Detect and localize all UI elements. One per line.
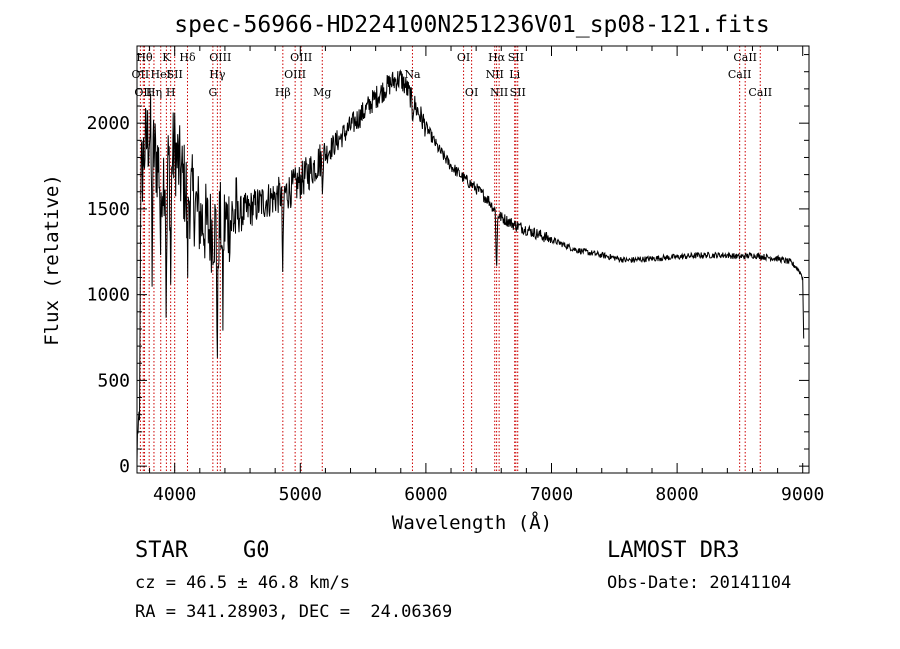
spectral-line-label: K: [162, 51, 171, 64]
spectral-line-label: OIII: [290, 51, 312, 64]
x-axis-label: Wavelength (Å): [392, 511, 552, 534]
chart-title: spec-56966-HD224100N251236V01_sp08-121.f…: [174, 12, 769, 38]
spectral-line-label: Na: [404, 68, 421, 81]
x-tick-label: 5000: [279, 484, 322, 505]
spectral-line-label: H: [166, 86, 176, 99]
y-tick-label: 500: [97, 370, 130, 391]
spectral-line-label: OI: [465, 86, 478, 99]
x-tick-label: 8000: [655, 484, 698, 505]
x-tick-label: 6000: [404, 484, 447, 505]
spectral-line-label: SII: [510, 86, 526, 99]
spectral-line-label: Hα: [488, 51, 506, 64]
object-class: STAR: [135, 538, 188, 563]
spectrum-line: [136, 69, 805, 463]
line-labels: OIIOIIHθHηHeIKHSIIHδGHγOIIIHβOIIIOIIIMgN…: [132, 51, 773, 99]
y-tick-label: 2000: [87, 113, 130, 134]
spectral-line-label: HeI: [151, 68, 171, 81]
coordinates: RA = 341.28903, DEC = 24.06369: [135, 602, 453, 622]
spectral-line-label: CaII: [728, 68, 752, 81]
spectral-line-label: Hδ: [179, 51, 196, 64]
y-tick-label: 1500: [87, 199, 130, 220]
y-axis-label: Flux (relative): [41, 174, 63, 346]
line-markers: [139, 46, 761, 473]
y-tick-label: 1000: [87, 285, 130, 306]
x-tick-label: 9000: [781, 484, 824, 505]
redshift-cz: cz = 46.5 ± 46.8 km/s: [135, 573, 350, 593]
spectral-line-label: SII: [167, 68, 183, 81]
spectral-line-label: Li: [509, 68, 520, 81]
spectral-line-label: OI: [457, 51, 470, 64]
y-axis: 0 500 1000 1500 2000: [87, 54, 809, 477]
x-tick-label: 7000: [530, 484, 573, 505]
observation-date: Obs-Date: 20141104: [607, 573, 792, 593]
spectral-line-label: OIII: [284, 68, 306, 81]
spectral-line-label: Hβ: [275, 86, 291, 99]
spectral-line-label: Hη: [146, 86, 162, 99]
spectral-line-label: CaII: [733, 51, 757, 64]
spectral-line-label: Hγ: [209, 68, 226, 81]
x-axis: 4000 5000 6000 7000 8000 9000: [149, 46, 824, 505]
spectral-line-label: OII: [132, 68, 150, 81]
survey-name: LAMOST DR3: [607, 538, 740, 563]
spectral-line-label: G: [208, 86, 217, 99]
spectral-line-label: CaII: [748, 86, 772, 99]
spectral-line-label: SII: [508, 51, 524, 64]
spectral-line-label: NII: [490, 86, 508, 99]
x-tick-label: 4000: [153, 484, 196, 505]
spectral-line-label: OIII: [209, 51, 231, 64]
spectral-subclass: G0: [243, 538, 270, 563]
spectral-line-label: Mg: [313, 86, 331, 99]
y-tick-label: 0: [119, 456, 130, 477]
spectral-line-label: Hθ: [136, 51, 153, 64]
spectral-line-label: NII: [486, 68, 504, 81]
plot-frame: [136, 45, 810, 474]
